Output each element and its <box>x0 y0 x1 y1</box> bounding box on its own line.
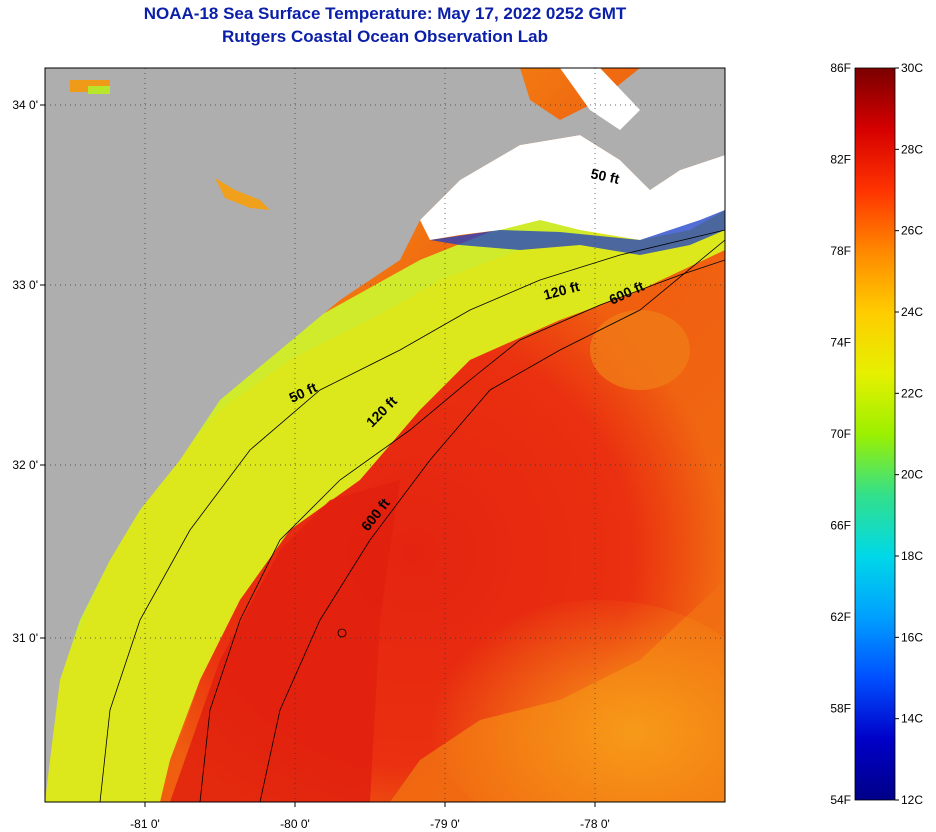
shelf-water <box>45 170 725 802</box>
lat-label-32: 32 0' <box>12 458 38 472</box>
inner-shelf <box>45 170 725 802</box>
sst-map: 50 ft 120 ft 600 ft 50 ft 120 ft 600 ft … <box>12 67 726 831</box>
map-subtitle: Rutgers Coastal Ocean Observation Lab <box>222 27 548 46</box>
colorbar-label-c: 18C <box>901 549 923 563</box>
colorbar-label-c: 14C <box>901 712 923 726</box>
colorbar-label-c: 16C <box>901 630 923 644</box>
colorbar-label-f: 74F <box>830 336 851 350</box>
colorbar-label-f: 62F <box>830 610 851 624</box>
land-mass <box>45 68 725 802</box>
lat-label-34: 34 0' <box>12 98 38 112</box>
colorbar-label-c: 20C <box>901 468 923 482</box>
lon-label-81: -81 0' <box>130 817 160 831</box>
colorbar-label-c: 28C <box>901 142 923 156</box>
lat-label-31: 31 0' <box>12 631 38 645</box>
colorbar-label-f: 70F <box>830 427 851 441</box>
color-bar-scale <box>854 67 896 801</box>
frame-ticks <box>40 104 596 807</box>
data-speck <box>88 86 110 94</box>
lon-label-79: -79 0' <box>430 817 460 831</box>
colorbar-label-f: 78F <box>830 244 851 258</box>
contour-120ft <box>199 259 725 802</box>
colorbar-label-c: 26C <box>901 224 923 238</box>
colorbar-label-c: 30C <box>901 61 923 75</box>
map-title: NOAA-18 Sea Surface Temperature: May 17,… <box>143 4 627 23</box>
northeast-eddy <box>590 310 690 390</box>
graticule <box>45 68 725 802</box>
cloud-mask <box>420 135 725 240</box>
colorbar-label-f: 66F <box>830 519 851 533</box>
colorbar-label-c: 12C <box>901 793 923 807</box>
colorbar-label-f: 86F <box>830 61 851 75</box>
contour-600ft <box>259 239 725 802</box>
colorbar-label-c: 24C <box>901 305 923 319</box>
lon-label-80: -80 0' <box>280 817 310 831</box>
map-frame <box>44 67 726 803</box>
colorbar-label-f: 54F <box>830 793 851 807</box>
lon-label-78: -78 0' <box>580 817 610 831</box>
contour-50ft <box>99 229 725 802</box>
colorbar-label-f: 82F <box>830 153 851 167</box>
land-cloud <box>560 68 640 130</box>
colorbar-label-c: 22C <box>901 386 923 400</box>
data-speck <box>215 178 270 210</box>
color-bar: 86F 82F 78F 74F 70F 66F 62F 58F 54F 30C 28C 26C 24C 2… <box>830 61 923 807</box>
cold-coastal-strip <box>430 210 725 255</box>
contour-label-50ft-north: 50 ft <box>589 165 621 187</box>
contour-ring <box>337 628 347 638</box>
lat-label-33: 33 0' <box>12 278 38 292</box>
offshore-eddy <box>430 600 725 802</box>
gulf-stream-filament <box>170 480 400 802</box>
colorbar-label-f: 58F <box>830 702 851 716</box>
